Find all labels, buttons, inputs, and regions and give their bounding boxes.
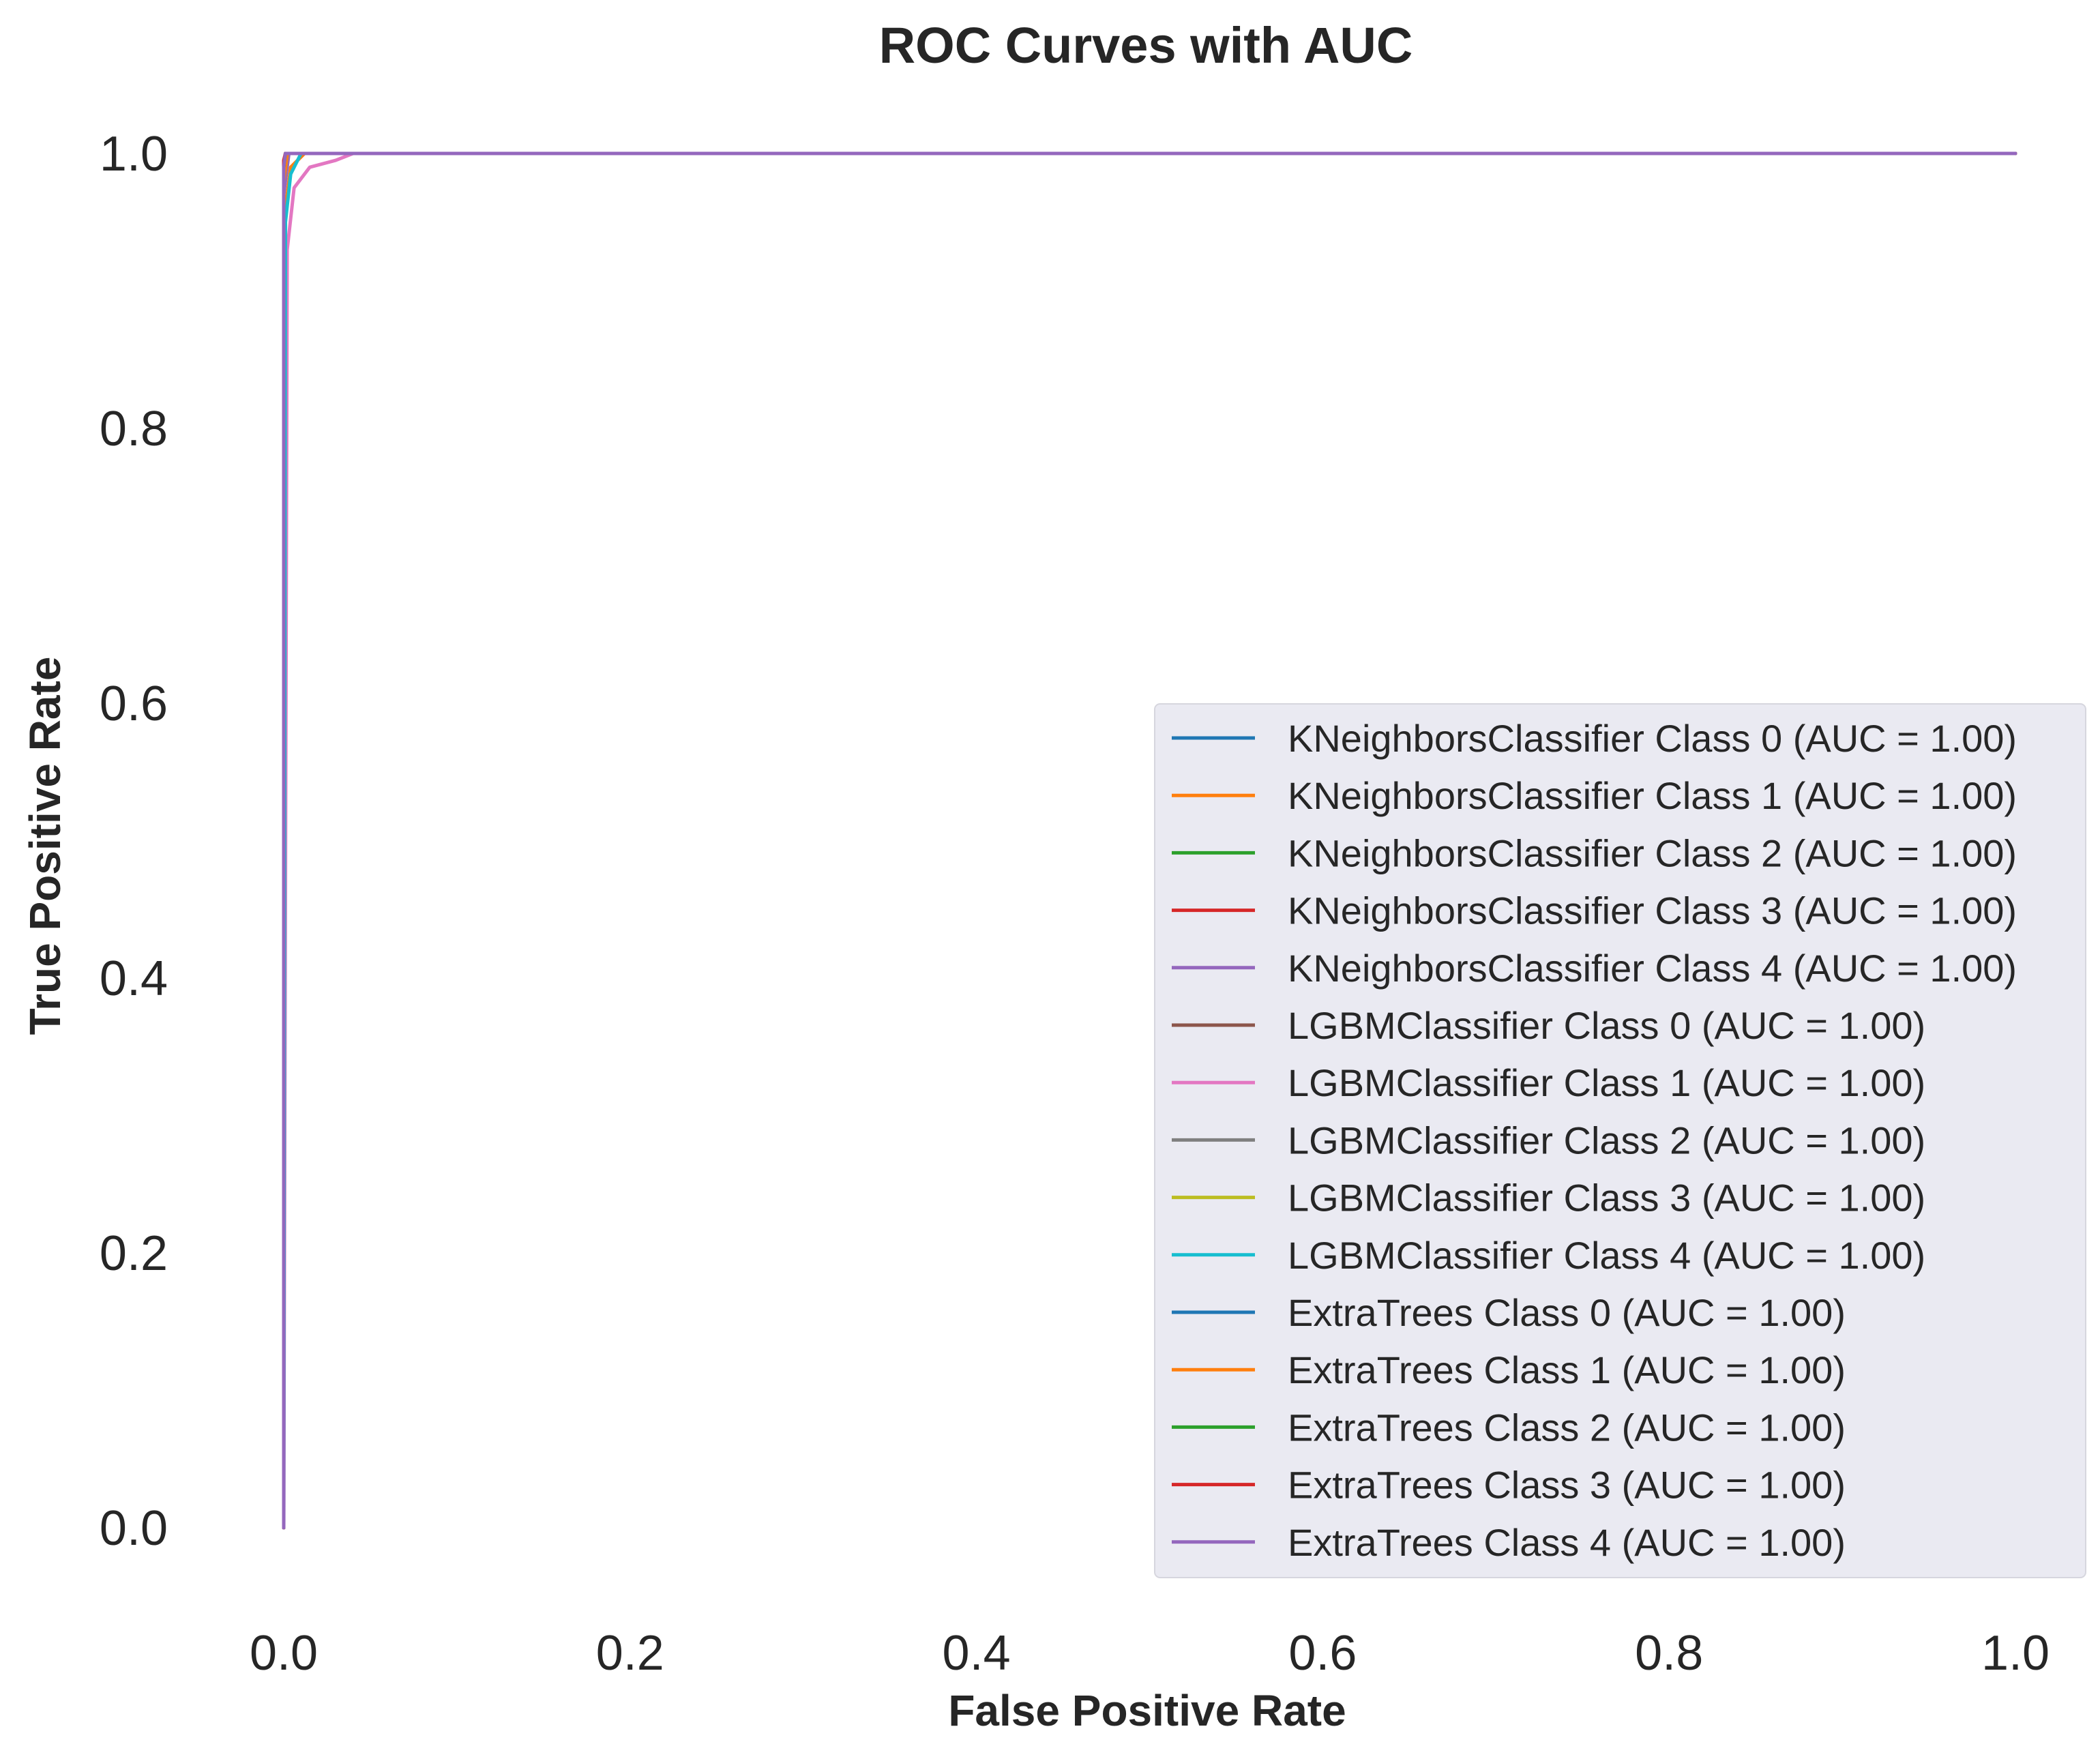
roc-curve-14 <box>282 151 2017 1530</box>
y-tick-label: 1.0 <box>100 127 168 181</box>
legend-label: LGBMClassifier Class 2 (AUC = 1.00) <box>1288 1119 1925 1162</box>
legend-label: KNeighborsClassifier Class 0 (AUC = 1.00… <box>1288 717 2017 760</box>
legend-label: ExtraTrees Class 3 (AUC = 1.00) <box>1288 1464 1846 1507</box>
legend-label: KNeighborsClassifier Class 3 (AUC = 1.00… <box>1288 889 2017 932</box>
legend-label: KNeighborsClassifier Class 2 (AUC = 1.00… <box>1288 831 2017 874</box>
y-tick-label: 0.0 <box>100 1501 168 1556</box>
legend-label: ExtraTrees Class 1 (AUC = 1.00) <box>1288 1348 1846 1391</box>
x-tick-label: 0.6 <box>1288 1626 1357 1681</box>
chart-title: ROC Curves with AUC <box>879 17 1413 74</box>
legend: KNeighborsClassifier Class 0 (AUC = 1.00… <box>1154 703 2086 1578</box>
legend-box <box>1154 703 2086 1578</box>
legend-label: LGBMClassifier Class 4 (AUC = 1.00) <box>1288 1234 1925 1277</box>
y-axis-label: True Positive Rate <box>20 657 70 1035</box>
legend-label: LGBMClassifier Class 3 (AUC = 1.00) <box>1288 1177 1925 1220</box>
legend-label: KNeighborsClassifier Class 1 (AUC = 1.00… <box>1288 774 2017 817</box>
y-tick-label: 0.4 <box>100 951 168 1006</box>
legend-label: ExtraTrees Class 4 (AUC = 1.00) <box>1288 1521 1846 1564</box>
y-axis-ticks: 0.0 0.2 0.4 0.6 0.8 1.0 <box>100 127 168 1556</box>
y-tick-label: 0.6 <box>100 677 168 731</box>
x-axis-label: False Positive Rate <box>948 1686 1346 1735</box>
legend-label: LGBMClassifier Class 1 (AUC = 1.00) <box>1288 1061 1925 1104</box>
y-tick-label: 0.2 <box>100 1226 168 1281</box>
x-tick-label: 1.0 <box>1981 1626 2050 1681</box>
plot-area <box>282 151 2017 1530</box>
legend-label: ExtraTrees Class 2 (AUC = 1.00) <box>1288 1406 1846 1449</box>
legend-label: KNeighborsClassifier Class 4 (AUC = 1.00… <box>1288 947 2017 990</box>
x-tick-label: 0.8 <box>1635 1626 1703 1681</box>
legend-label: LGBMClassifier Class 0 (AUC = 1.00) <box>1288 1004 1925 1047</box>
y-tick-label: 0.8 <box>100 402 168 456</box>
x-axis-ticks: 0.0 0.2 0.4 0.6 0.8 1.0 <box>250 1626 2050 1681</box>
x-tick-label: 0.0 <box>250 1626 318 1681</box>
legend-label: ExtraTrees Class 0 (AUC = 1.00) <box>1288 1291 1846 1334</box>
x-tick-label: 0.2 <box>596 1626 664 1681</box>
x-tick-label: 0.4 <box>943 1626 1011 1681</box>
